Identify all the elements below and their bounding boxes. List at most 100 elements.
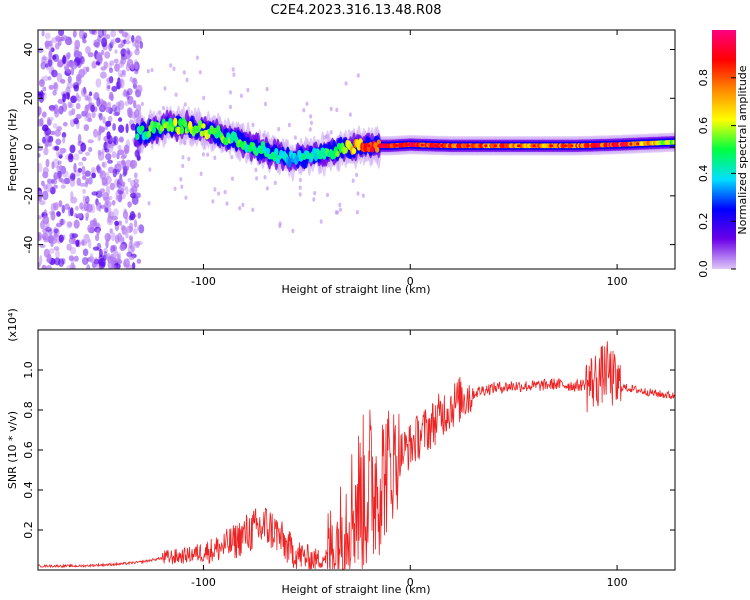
spectrogram-y-tick-label: -40 [22, 236, 35, 254]
spectrogram-noise-blob [121, 225, 127, 235]
spectrogram-noise-blob [46, 182, 53, 193]
spectrogram-noise-blob [120, 57, 126, 65]
spectrogram-noise-blob [42, 215, 50, 225]
spectrogram-noise-blob [43, 147, 49, 156]
spectrogram-noise-blob [81, 165, 86, 176]
spectrogram-ridge-cell [335, 150, 340, 157]
spectrogram-noise-blob [118, 124, 125, 133]
spectrogram-noise-blob [229, 90, 232, 95]
spectrogram-noise-blob [39, 79, 45, 85]
spectrogram-noise-blob [291, 228, 295, 234]
spectrogram-noise-blob [38, 262, 41, 268]
spectrogram-noise-blob [58, 234, 64, 243]
figure-title: C2E4.2023.316.13.48.R08 [270, 3, 441, 18]
spectrogram-peak-dot [405, 143, 409, 147]
spectrogram-noise-blob [40, 76, 44, 85]
spectrogram-noise-blob [90, 104, 95, 113]
spectrogram-noise-blob [134, 172, 138, 179]
spectrogram-noise-blob [75, 102, 81, 110]
spectrogram-noise-blob [355, 210, 359, 215]
spectrogram-noise-blob [107, 166, 115, 174]
spectrogram-y-label: Frequency (Hz) [6, 109, 19, 192]
spectrogram-noise-blob [39, 255, 43, 265]
spectrogram-noise-blob [111, 151, 117, 159]
spectrogram-noise-blob [48, 116, 54, 122]
spectrogram-noise-blob [113, 208, 119, 217]
spectrogram-noise-blob [82, 39, 87, 44]
spectrogram-noise-blob [43, 209, 48, 216]
spectrogram-noise-blob [55, 222, 63, 228]
spectrogram-noise-blob [133, 109, 140, 118]
colorbar-tick-label: 0.0 [697, 260, 710, 278]
spectrogram-noise-blob [112, 38, 118, 45]
spectrogram-noise-blob [101, 104, 106, 110]
spectrogram-noise-blob [135, 192, 142, 199]
spectrogram-noise-blob [115, 80, 122, 90]
spectrogram-noise-blob [305, 101, 309, 106]
spectrogram-noise-blob [54, 257, 61, 266]
spectrogram-noise-blob [82, 195, 87, 204]
spectrogram-noise-blob [98, 112, 103, 121]
spectrogram-noise-blob [351, 178, 355, 183]
spectrogram-noise-blob [302, 108, 306, 113]
spectrogram-noise-blob [118, 235, 125, 244]
spectrogram-noise-blob [298, 185, 302, 190]
spectrogram-peak-dot [484, 144, 488, 148]
spectrogram-noise-blob [95, 234, 100, 242]
spectrogram-noise-blob [42, 167, 49, 174]
spectrogram-noise-blob [78, 161, 84, 166]
spectrogram-noise-blob [70, 191, 74, 199]
spectrogram-noise-blob [309, 114, 313, 119]
spectrogram-noise-blob [53, 174, 59, 180]
spectrogram-noise-blob [45, 226, 52, 232]
spectrogram-noise-blob [199, 171, 203, 176]
spectrogram-noise-blob [41, 54, 47, 63]
spectrogram-noise-blob [124, 101, 130, 106]
spectrogram-noise-blob [83, 124, 90, 132]
spectrogram-noise-blob [100, 204, 107, 209]
spectrogram-noise-blob [49, 186, 56, 195]
spectrogram-noise-blob [91, 172, 96, 179]
spectrogram-noise-blob [38, 162, 43, 173]
spectrogram-noise-blob [125, 166, 130, 171]
spectrogram-noise-blob [133, 178, 139, 184]
spectrogram-ridge-cell [183, 120, 188, 128]
spectrogram-noise-blob [117, 259, 123, 265]
spectrogram-noise-blob [133, 240, 141, 247]
spectrogram-noise-blob [109, 228, 113, 234]
spectrogram-noise-blob [298, 177, 302, 183]
spectrogram-noise-blob [46, 253, 52, 263]
spectrogram-noise-blob [206, 152, 210, 157]
snr-y-tick-label: 0.4 [22, 481, 35, 499]
spectrogram-noise-blob [82, 175, 87, 180]
spectrogram-noise-blob [91, 167, 96, 175]
spectrogram-noise-blob [126, 58, 134, 69]
spectrogram-noise-blob [38, 79, 45, 88]
colorbar-tick-label: 0.2 [697, 212, 710, 230]
spectrogram-noise-blob [76, 213, 83, 219]
spectrogram-noise-blob [79, 182, 86, 187]
spectrogram-peak-dot [563, 144, 568, 148]
spectrogram-noise-blob [48, 84, 54, 90]
spectrogram-peak-dot [394, 143, 398, 147]
spectrogram-noise-blob [121, 153, 128, 159]
spectrogram-noise-blob [105, 120, 112, 127]
spectrogram-noise-blob [105, 185, 110, 196]
spectrogram-noise-blob [45, 158, 50, 168]
spectrogram-noise-blob [263, 175, 267, 180]
spectrogram-noise-blob [98, 125, 103, 135]
spectrogram-noise-blob [74, 39, 81, 50]
spectrogram-noise-blob [125, 139, 131, 150]
spectrogram-noise-blob [111, 104, 117, 112]
spectrogram-noise-blob [264, 101, 267, 107]
spectrogram-noise-blob [54, 232, 58, 238]
spectrogram-ridge-cell [287, 158, 292, 168]
spectrogram-noise-blob [104, 34, 111, 40]
spectrogram-noise-blob [88, 226, 94, 234]
spectrogram-noise-blob [67, 75, 72, 84]
spectrogram-noise-blob [38, 106, 42, 116]
spectrogram-ridge-cell [197, 119, 203, 130]
spectrogram-noise-blob [146, 69, 150, 74]
spectrogram-noise-blob [107, 211, 111, 217]
spectrogram-noise-blob [131, 35, 135, 43]
